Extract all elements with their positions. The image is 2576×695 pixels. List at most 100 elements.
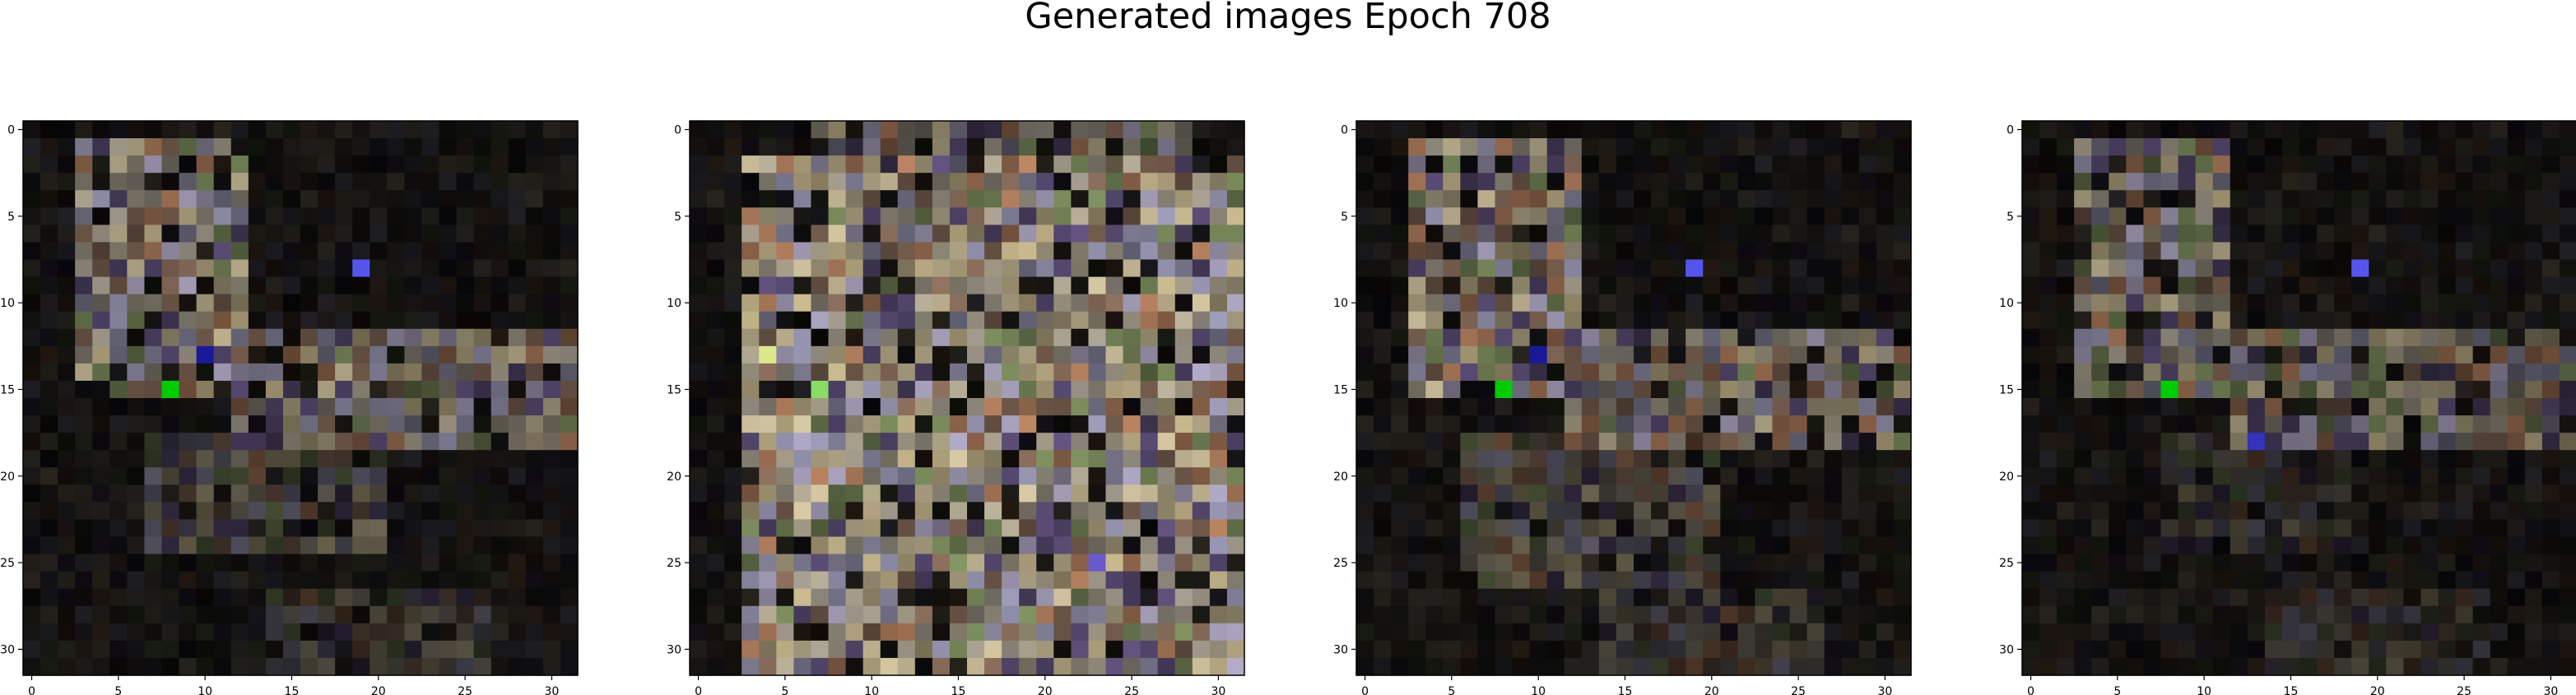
pixel-cell — [2403, 588, 2422, 607]
pixel-cell — [949, 276, 968, 295]
pixel-cell — [1824, 484, 1843, 503]
pixel-cell — [2281, 380, 2300, 399]
pixel-cell — [949, 605, 968, 624]
pixel-cell — [776, 190, 794, 208]
pixel-cell — [707, 502, 725, 521]
pixel-cell — [1053, 588, 1072, 607]
pixel-cell — [1806, 571, 1825, 590]
pixel-cell — [161, 190, 180, 208]
pixel-cell — [179, 536, 198, 555]
pixel-cell — [2559, 484, 2576, 503]
pixel-cell — [1564, 433, 1583, 451]
pixel-cell — [967, 380, 985, 399]
pixel-cell — [2264, 138, 2283, 156]
pixel-cell — [1598, 623, 1617, 642]
pixel-cell — [897, 605, 916, 624]
pixel-cell — [282, 605, 301, 624]
pixel-cell — [2126, 190, 2145, 208]
pixel-cell — [1408, 398, 1426, 416]
pixel-cell — [2559, 433, 2576, 451]
pixel-cell — [2057, 554, 2075, 572]
pixel-cell — [949, 450, 968, 468]
pixel-cell — [2386, 623, 2404, 642]
pixel-cell — [1391, 571, 1409, 590]
pixel-cell — [2490, 242, 2509, 261]
pixel-cell — [1789, 311, 1808, 330]
pixel-cell — [742, 173, 760, 191]
pixel-cell — [1686, 155, 1704, 174]
pixel-cell — [230, 138, 249, 156]
pixel-cell — [1686, 467, 1704, 485]
pixel-cell — [2039, 657, 2058, 676]
pixel-cell — [2299, 450, 2318, 468]
pixel-cell — [1123, 190, 1142, 208]
pixel-cell — [1512, 554, 1531, 572]
pixel-cell — [1789, 121, 1808, 139]
pixel-cell — [707, 190, 725, 208]
pixel-cell — [2109, 605, 2127, 624]
pixel-cell — [2403, 398, 2422, 416]
pixel-cell — [40, 467, 58, 485]
pixel-cell — [2559, 311, 2576, 330]
pixel-cell — [335, 484, 353, 503]
pixel-cell — [1071, 519, 1090, 538]
pixel-cell — [439, 536, 458, 555]
pixel-cell — [2507, 536, 2526, 555]
pixel-cell — [1105, 190, 1124, 208]
pixel-cell — [1088, 294, 1107, 313]
pixel-cell — [230, 519, 249, 538]
pixel-cell — [1391, 588, 1409, 607]
pixel-cell — [1425, 588, 1444, 607]
pixel-cell — [1772, 276, 1791, 295]
pixel-cell — [1477, 345, 1496, 364]
pixel-cell — [282, 571, 301, 590]
pixel-cell — [1841, 467, 1860, 485]
pixel-cell — [560, 276, 579, 295]
pixel-cell — [2230, 450, 2248, 468]
pixel-cell — [1105, 502, 1124, 521]
pixel-cell — [2247, 502, 2266, 521]
pixel-cell — [58, 450, 76, 468]
pixel-cell — [1564, 363, 1583, 382]
pixel-cell — [897, 398, 916, 416]
pixel-cell — [897, 138, 916, 156]
pixel-cell — [914, 450, 933, 468]
pixel-cell — [1755, 571, 1774, 590]
pixel-cell — [811, 536, 830, 555]
pixel-cell — [491, 173, 509, 191]
pixel-cell — [1408, 138, 1426, 156]
pixel-cell — [1668, 554, 1686, 572]
pixel-cell — [300, 588, 319, 607]
pixel-cell — [1036, 623, 1054, 642]
pixel-cell — [1529, 380, 1548, 399]
pixel-cell — [1755, 398, 1774, 416]
pixel-cell — [1019, 571, 1037, 590]
pixel-cell — [2230, 467, 2248, 485]
pixel-cell — [23, 121, 41, 139]
pixel-cell — [1720, 502, 1738, 521]
pixel-cell — [1546, 328, 1565, 347]
pixel-cell — [2091, 173, 2109, 191]
pixel-cell — [811, 398, 830, 416]
pixel-cell — [282, 623, 301, 642]
pixel-cell — [863, 225, 881, 243]
pixel-cell — [542, 657, 561, 676]
pixel-cell — [1858, 415, 1877, 433]
pixel-cell — [1174, 380, 1193, 399]
pixel-cell — [1157, 554, 1176, 572]
pixel-cell — [127, 138, 146, 156]
pixel-cell — [92, 536, 110, 555]
pixel-cell — [1703, 294, 1721, 313]
pixel-cell — [1893, 415, 1912, 433]
pixel-cell — [352, 588, 370, 607]
pixel-cell — [2403, 138, 2422, 156]
pixel-cell — [1755, 484, 1774, 503]
pixel-cell — [370, 328, 388, 347]
pixel-cell — [1876, 433, 1895, 451]
pixel-cell — [161, 433, 180, 451]
pixel-cell — [1088, 242, 1107, 261]
pixel-cell — [1703, 276, 1721, 295]
pixel-cell — [1495, 657, 1514, 676]
pixel-cell — [2230, 155, 2248, 174]
pixel-cell — [58, 433, 76, 451]
